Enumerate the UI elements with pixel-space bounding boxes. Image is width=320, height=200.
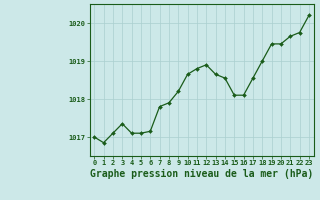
X-axis label: Graphe pression niveau de la mer (hPa): Graphe pression niveau de la mer (hPa) (90, 169, 313, 179)
